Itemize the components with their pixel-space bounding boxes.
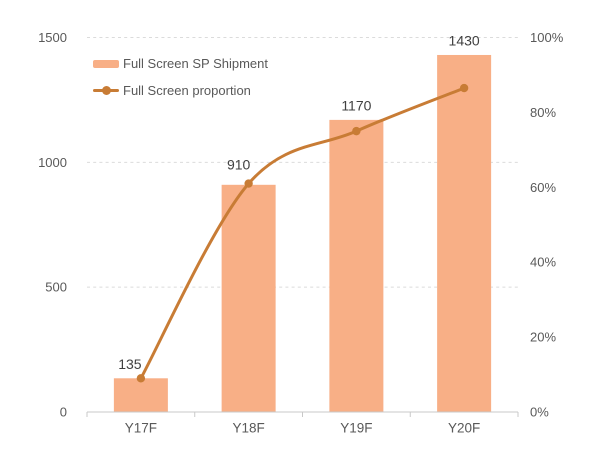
right-axis-tick-100: 100%	[530, 30, 564, 45]
bar-value-label-Y20F: 1430	[449, 32, 480, 48]
chart-legend: Full Screen SP Shipment Full Screen prop…	[93, 50, 268, 104]
right-axis-tick-20: 20%	[530, 330, 556, 345]
bar-swatch-icon	[93, 59, 119, 68]
bar-Y20F	[437, 54, 492, 413]
left-axis-tick-500: 500	[45, 280, 67, 295]
category-label-Y19F: Y19F	[340, 421, 372, 436]
right-axis-tick-60: 60%	[530, 180, 556, 195]
legend-label-shipment: Full Screen SP Shipment	[123, 56, 268, 71]
left-axis-tick-1500: 1500	[38, 30, 67, 45]
bar-Y19F	[329, 119, 384, 412]
right-axis-tick-80: 80%	[530, 105, 556, 120]
left-axis-tick-0: 0	[60, 405, 67, 420]
bar-value-label-Y19F: 1170	[341, 97, 371, 113]
legend-item-shipment: Full Screen SP Shipment	[93, 50, 268, 77]
proportion-marker-Y17F	[136, 374, 146, 383]
right-axis-tick-0: 0%	[530, 405, 549, 420]
bar-Y17F	[113, 378, 168, 412]
proportion-marker-Y19F	[352, 126, 361, 136]
legend-label-proportion: Full Screen proportion	[123, 83, 251, 98]
legend-item-proportion: Full Screen proportion	[93, 77, 268, 104]
category-label-Y20F: Y20F	[448, 421, 480, 436]
category-label-Y18F: Y18F	[232, 421, 264, 436]
bar-value-label-Y18F: 910	[227, 156, 251, 172]
line-dot-swatch-icon	[93, 86, 119, 95]
proportion-marker-Y18F	[244, 179, 253, 188]
bar-Y18F	[221, 184, 276, 412]
right-axis-tick-40: 40%	[530, 255, 556, 270]
bar-value-label-Y17F: 135	[118, 356, 142, 372]
category-label-Y17F: Y17F	[125, 421, 157, 436]
left-axis-tick-1000: 1000	[38, 155, 67, 170]
proportion-line	[139, 86, 466, 380]
proportion-marker-Y20F	[459, 83, 469, 93]
